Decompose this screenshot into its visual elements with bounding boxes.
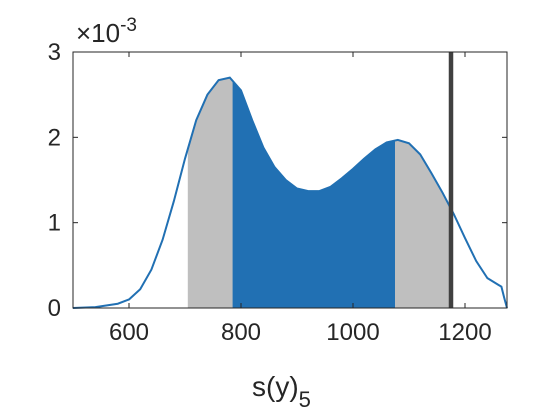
x-tick-label: 1200 bbox=[438, 319, 491, 346]
plot-area bbox=[72, 52, 508, 309]
y-multiplier-exponent: -3 bbox=[120, 15, 137, 36]
x-tick-label: 800 bbox=[221, 319, 261, 346]
density-curve bbox=[72, 76, 508, 309]
y-tick-label: 3 bbox=[48, 39, 61, 66]
y-multiplier-base: ×10 bbox=[76, 18, 120, 48]
y-axis-multiplier: ×10-3 bbox=[76, 15, 137, 48]
y-tick-label: 0 bbox=[48, 295, 61, 322]
x-axis-label: s(y)5 bbox=[252, 371, 311, 412]
axes-box bbox=[72, 51, 508, 309]
x-axis-ticks: 600 800 1000 1200 bbox=[109, 52, 492, 346]
y-axis-ticks: 0 1 2 3 bbox=[48, 39, 507, 322]
x-axis-label-main: s(y) bbox=[252, 371, 299, 402]
blue-region bbox=[232, 80, 395, 308]
x-tick-label: 600 bbox=[109, 319, 149, 346]
y-tick-label: 1 bbox=[48, 210, 61, 237]
x-tick-label: 1000 bbox=[326, 319, 379, 346]
x-axis-label-subscript: 5 bbox=[299, 387, 311, 412]
y-tick-label: 2 bbox=[48, 124, 61, 151]
